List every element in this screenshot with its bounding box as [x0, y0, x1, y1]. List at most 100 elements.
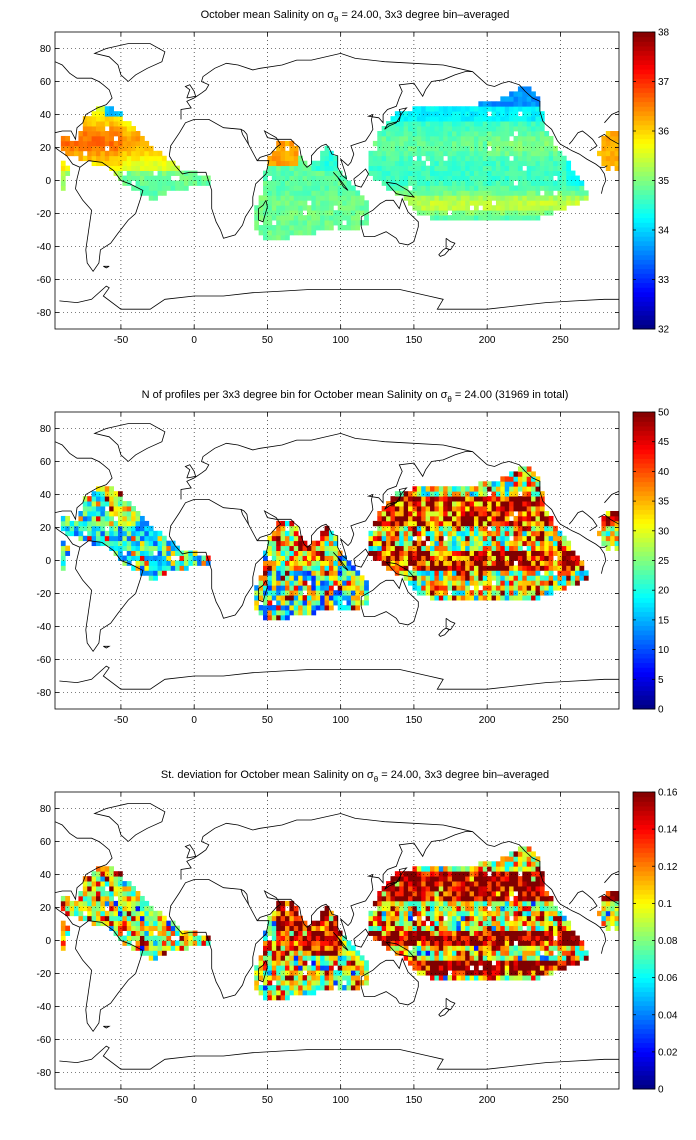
heatmap-cell: [438, 190, 444, 196]
heatmap-cell: [267, 160, 273, 167]
heatmap-cell: [509, 935, 514, 941]
heatmap-cell: [381, 180, 387, 186]
heatmap-cell: [117, 876, 123, 882]
heatmap-cell: [438, 205, 444, 211]
heatmap-cell: [456, 506, 462, 512]
heatmap-cell: [491, 565, 497, 571]
heatmap-cell: [452, 950, 457, 956]
heatmap-cell: [170, 550, 176, 556]
heatmap-cell: [293, 940, 299, 946]
heatmap-cell: [416, 515, 422, 522]
heatmap-cell: [539, 945, 545, 951]
heatmap-cell: [139, 530, 145, 537]
heatmap-cell: [311, 940, 317, 946]
heatmap-cell: [350, 200, 356, 206]
heatmap-cell: [117, 545, 123, 551]
heatmap-cell: [408, 131, 413, 137]
heatmap-cell: [548, 580, 554, 586]
heatmap-cell: [447, 496, 453, 502]
heatmap-cell: [161, 550, 167, 556]
heatmap-cell: [438, 570, 444, 576]
heatmap-cell: [469, 520, 475, 527]
heatmap-cell: [337, 560, 343, 566]
heatmap-cell: [324, 555, 330, 561]
colorbar-step: [633, 695, 655, 701]
heatmap-cell: [469, 140, 475, 147]
heatmap-cell: [495, 530, 501, 537]
colorbar-step: [633, 690, 655, 696]
heatmap-cell: [509, 960, 514, 966]
heatmap-cell: [280, 610, 286, 616]
heatmap-cell: [82, 900, 88, 907]
heatmap-cell: [399, 525, 405, 532]
heatmap-cell: [553, 575, 558, 581]
heatmap-cell: [337, 960, 343, 966]
heatmap-cell: [320, 985, 325, 991]
heatmap-cell: [430, 595, 435, 601]
heatmap-cell: [421, 575, 427, 581]
heatmap-cell: [456, 121, 462, 127]
heatmap-cell: [605, 160, 611, 167]
heatmap-cell: [315, 580, 321, 586]
heatmap-cell: [139, 525, 145, 532]
heatmap-cell: [166, 930, 172, 936]
heatmap-cell: [517, 945, 523, 951]
heatmap-cell: [276, 150, 281, 157]
heatmap-cell: [456, 215, 462, 221]
heatmap-cell: [531, 185, 536, 191]
heatmap-cell: [438, 185, 444, 191]
colorbar-step: [633, 551, 655, 557]
heatmap-cell: [531, 881, 536, 887]
heatmap-cell: [271, 180, 277, 186]
heatmap-cell: [473, 190, 479, 196]
heatmap-cell: [148, 940, 154, 946]
heatmap-cell: [504, 970, 510, 976]
heatmap-cell: [350, 185, 356, 191]
heatmap-cell: [298, 550, 303, 556]
heatmap-cell: [526, 535, 532, 542]
heatmap-cell: [522, 580, 528, 586]
heatmap-cell: [526, 925, 532, 931]
heatmap-cell: [491, 915, 497, 922]
heatmap-cell: [465, 210, 470, 216]
heatmap-cell: [328, 225, 334, 231]
heatmap-cell: [122, 511, 128, 517]
heatmap-cell: [531, 195, 536, 201]
heatmap-cell: [403, 550, 409, 556]
heatmap-cell: [500, 190, 506, 196]
heatmap-cell: [311, 580, 317, 586]
heatmap-cell: [135, 520, 141, 527]
heatmap-cell: [148, 145, 154, 152]
heatmap-cell: [390, 910, 396, 917]
heatmap-cell: [473, 905, 479, 912]
heatmap-cell: [390, 116, 396, 122]
heatmap-cell: [78, 140, 84, 147]
heatmap-cell: [610, 540, 615, 547]
heatmap-cell: [293, 545, 299, 551]
heatmap-cell: [258, 610, 264, 616]
heatmap-cell: [544, 530, 550, 537]
heatmap-cell: [333, 950, 339, 956]
colorbar-step: [633, 625, 655, 631]
heatmap-cell: [337, 555, 343, 561]
heatmap-cell: [460, 155, 466, 162]
heatmap-cell: [504, 150, 510, 157]
heatmap-cell: [434, 915, 440, 922]
heatmap-cell: [403, 540, 409, 547]
heatmap-cell: [342, 175, 347, 181]
heatmap-cell: [469, 150, 475, 157]
heatmap-cell: [157, 170, 163, 176]
heatmap-cell: [306, 570, 312, 576]
heatmap-cell: [403, 545, 409, 551]
heatmap-cell: [482, 190, 488, 196]
heatmap-cell: [610, 535, 615, 542]
heatmap-cell: [430, 145, 435, 152]
heatmap-cell: [333, 980, 339, 986]
heatmap-cell: [460, 925, 466, 931]
heatmap-cell: [473, 135, 479, 142]
heatmap-cell: [509, 866, 514, 872]
heatmap-cell: [517, 925, 523, 931]
heatmap-cell: [394, 160, 400, 167]
heatmap-cell: [482, 101, 488, 107]
